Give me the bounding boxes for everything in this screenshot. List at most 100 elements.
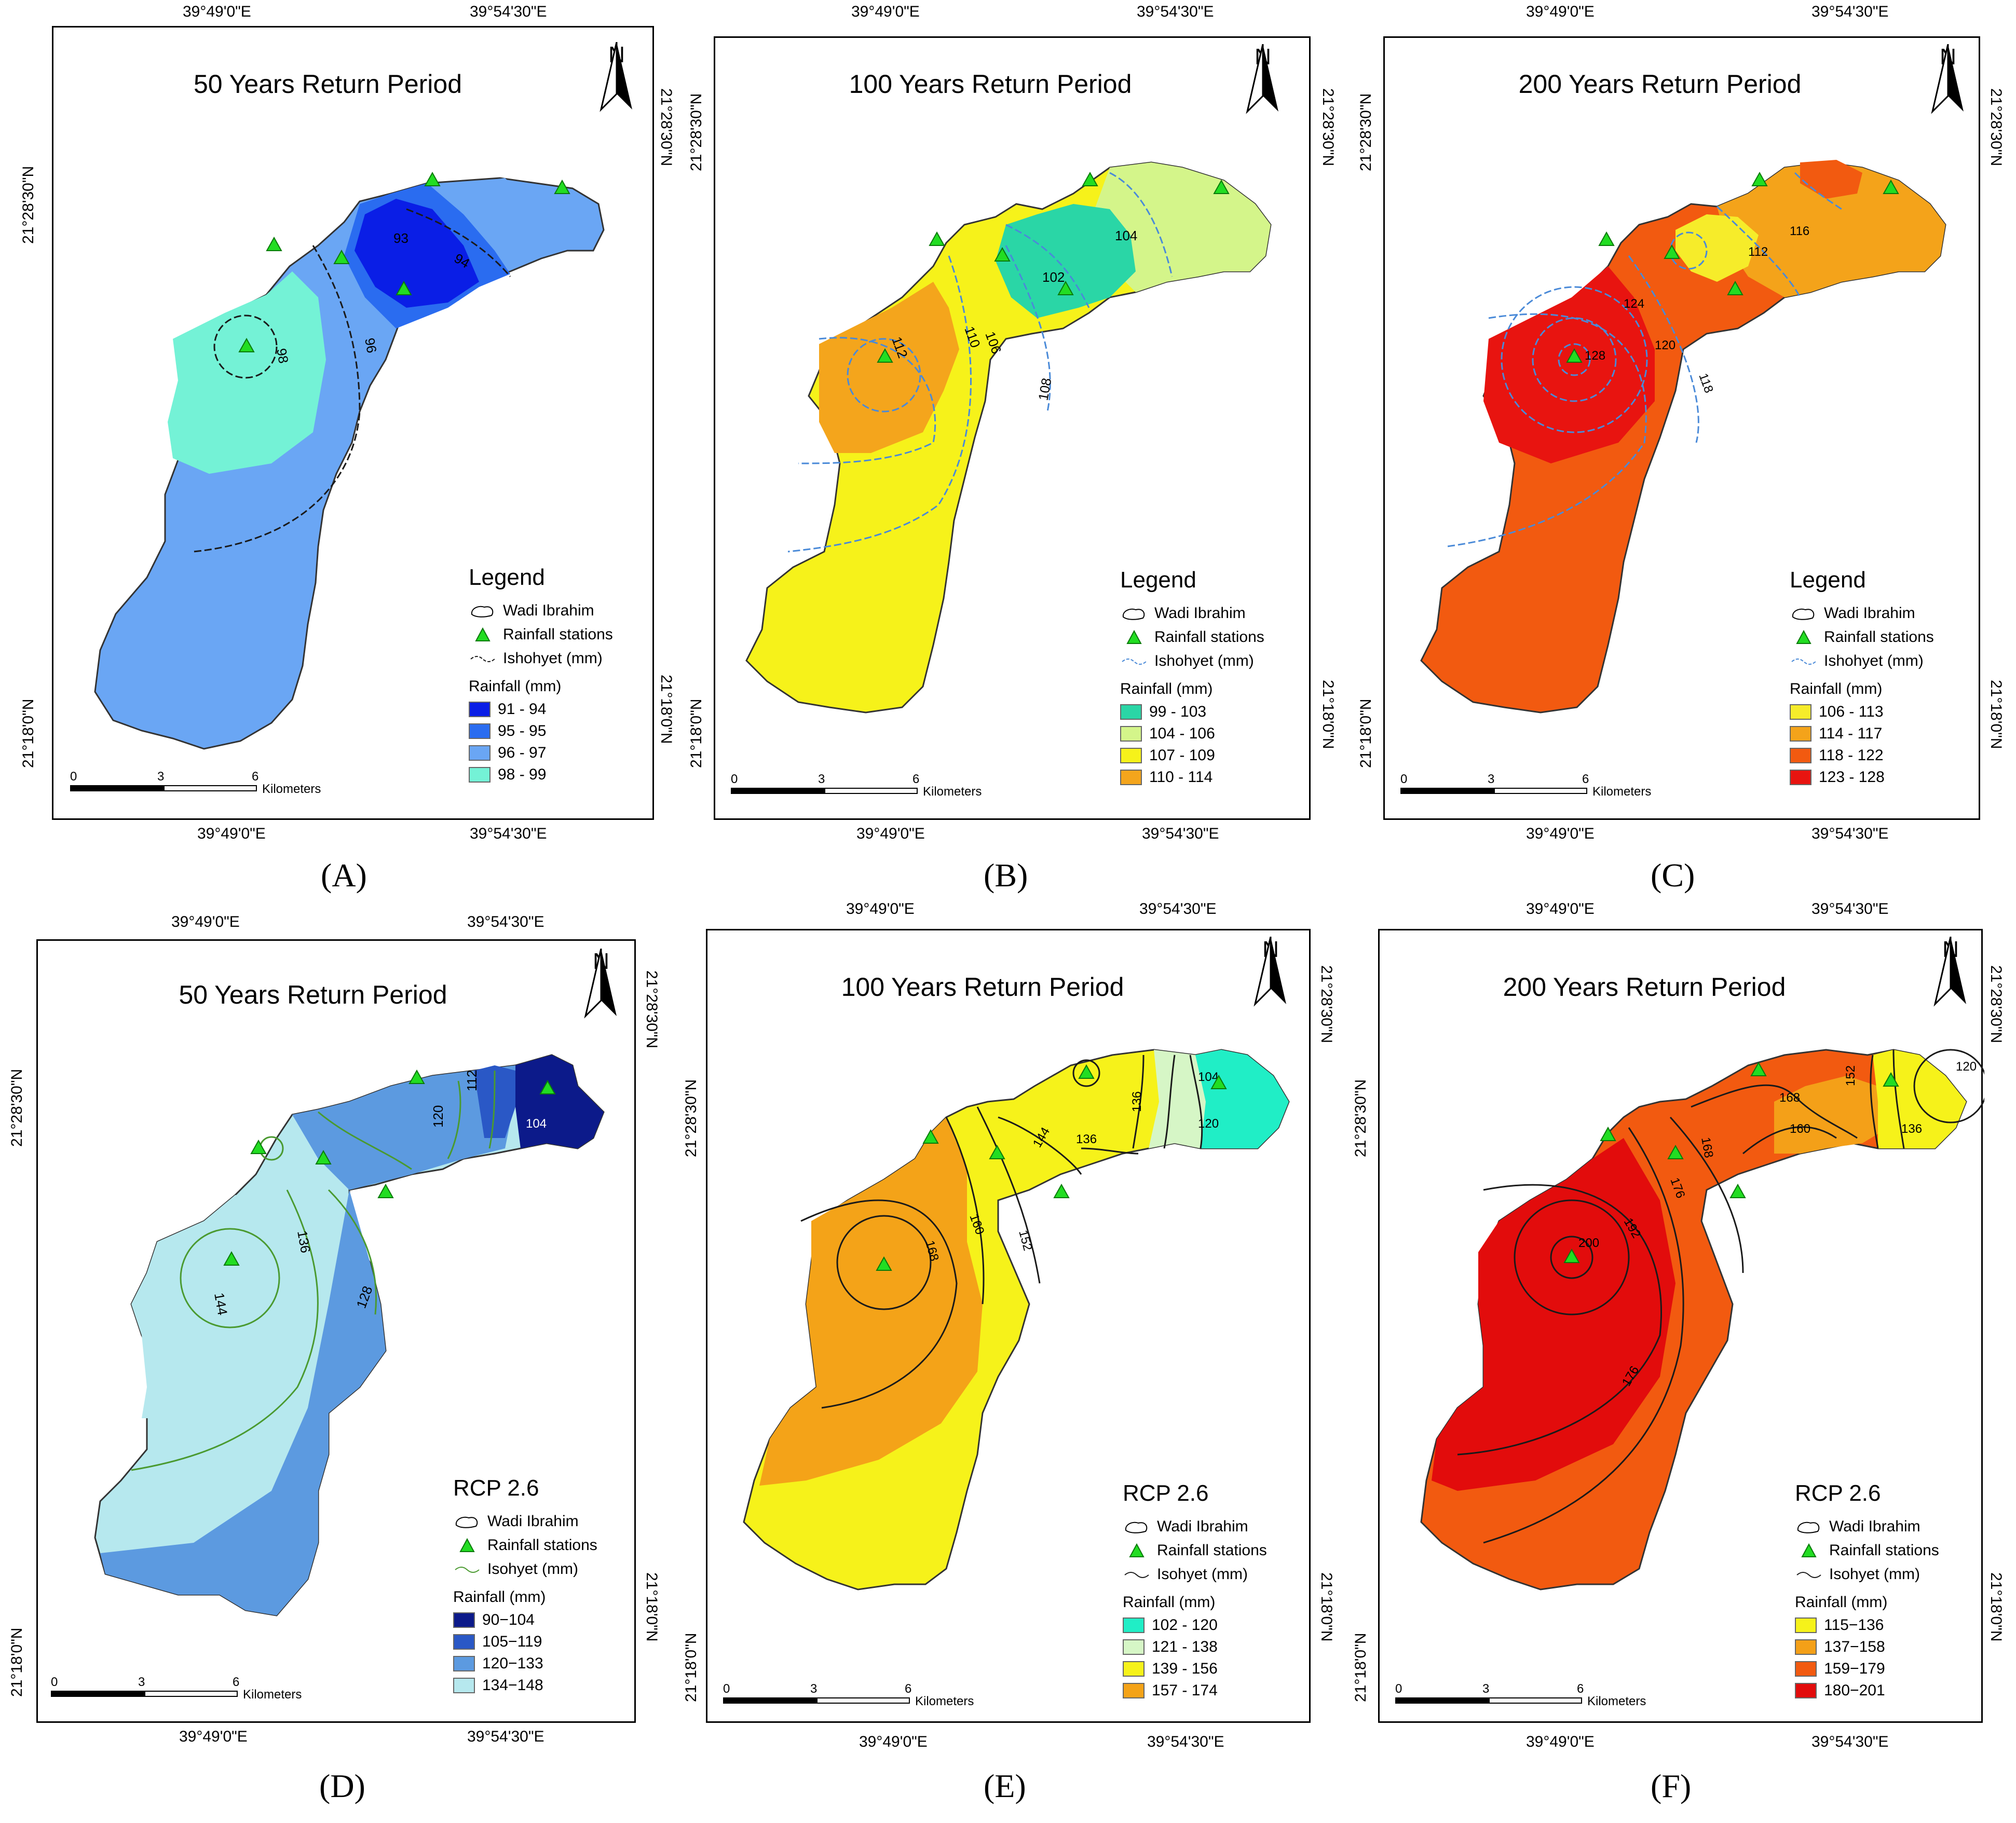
lon-label-right: 39°54'30"E [1811, 825, 1889, 842]
class-swatch [469, 767, 491, 783]
station-marker [1213, 179, 1230, 194]
class-swatch [453, 1656, 475, 1671]
station-marker [876, 1256, 892, 1271]
rainfall-title: Rainfall (mm) [1795, 1594, 1888, 1611]
scale-unit: Kilometers [923, 785, 982, 799]
class-swatch [453, 1678, 475, 1693]
isohyet-line [1870, 1054, 1879, 1149]
isohyet-line [1628, 255, 1699, 443]
legend-item: Rainfall stations [1157, 1542, 1267, 1559]
class-label: 95 - 95 [498, 722, 547, 739]
class-label: 114 - 117 [1819, 725, 1883, 742]
green-triangle-icon [1123, 1543, 1151, 1558]
zone-low [1676, 214, 1759, 282]
green-triangle-icon [469, 627, 497, 642]
isohyet-line [1447, 313, 1647, 547]
lat-label-bottom-left: 21°18'0"N [20, 698, 37, 768]
map-legend: RCP 2.6 Wadi Ibrahim Rainfall stations I… [1123, 1481, 1267, 1702]
map-legend: Legend Wadi Ibrahim Rainfall stations Is… [1120, 567, 1264, 788]
scale-tick: 6 [1577, 1682, 1584, 1696]
green-triangle-icon [453, 1538, 481, 1553]
station-marker [1729, 1183, 1746, 1198]
class-label: 118 - 122 [1819, 747, 1884, 764]
lon-label-right: 39°54'30"E [1811, 900, 1889, 917]
isohyet-label: 160 [1790, 1122, 1810, 1136]
outline-shape-icon [469, 603, 497, 619]
isohyet-line [1005, 224, 1090, 308]
isohyet-label: 120 [1198, 1117, 1219, 1131]
isohyet-label: 98 [274, 347, 292, 365]
lon-label-left: 39°49'0"E [846, 900, 915, 917]
station-marker [250, 1139, 267, 1154]
class-label: 107 - 109 [1149, 747, 1215, 764]
lat-label-bottom-left: 21°18'0"N [1352, 1633, 1369, 1702]
lon-label-left: 39°49'0"E [859, 1733, 928, 1750]
station-marker [333, 249, 350, 264]
map-frame: 144 136 128 120 112 104 50 Years Return … [36, 939, 636, 1723]
scale-tick: 0 [1395, 1682, 1402, 1696]
north-arrow-icon: N [578, 949, 624, 1047]
scale-tick: 3 [138, 1675, 145, 1689]
scale-unit: Kilometers [262, 782, 321, 796]
isohyet-line [1550, 1236, 1593, 1279]
lat-label-top-left: 21°28'30"N [8, 1068, 25, 1147]
lon-label-right: 39°54'30"E [470, 825, 547, 842]
rainfall-title: Rainfall (mm) [469, 678, 562, 695]
rainfall-title: Rainfall (mm) [453, 1588, 546, 1606]
isohyet-label: 120 [1655, 338, 1676, 352]
panel-label: (D) [319, 1767, 365, 1804]
scale-tick: 6 [912, 772, 920, 786]
panel-title: 100 Years Return Period [849, 70, 1132, 99]
isohyet-label: 152 [1016, 1229, 1034, 1253]
legend-item: Rainfall stations [503, 626, 613, 643]
scale-bar: 0 3 6 Kilometers [51, 1675, 321, 1706]
class-label: 104 - 106 [1149, 725, 1215, 742]
legend-item: Wadi Ibrahim [1824, 605, 1915, 622]
isohyet-line [1081, 1147, 1139, 1155]
station-marker [1600, 1126, 1616, 1141]
station-marker [396, 280, 412, 295]
zone-mid [1089, 162, 1271, 292]
scale-tick: 0 [731, 772, 738, 786]
legend-title: RCP 2.6 [1123, 1481, 1209, 1506]
class-label: 120−133 [482, 1655, 543, 1672]
station-marker [1566, 348, 1583, 363]
zone-low [515, 1055, 604, 1148]
isohyet-label: 118 [1696, 372, 1715, 395]
zone-high [131, 1190, 318, 1418]
station-marker [539, 1079, 556, 1094]
class-label: 180−201 [1824, 1682, 1885, 1699]
legend-item: Wadi Ibrahim [1829, 1518, 1920, 1535]
class-label: 139 - 156 [1152, 1660, 1218, 1677]
panel-title: 100 Years Return Period [841, 972, 1124, 1002]
green-triangle-icon [1795, 1543, 1823, 1558]
station-marker [877, 348, 893, 363]
legend-item: Isohyet (mm) [1157, 1566, 1248, 1583]
panel-label: (A) [321, 857, 367, 894]
lat-label-bottom-right: 21°18'0"N [1318, 1572, 1335, 1642]
station-marker [1053, 1183, 1070, 1198]
isohyet-label: 136 [1130, 1091, 1144, 1112]
isohyet-label: 116 [1790, 224, 1809, 238]
lat-label-top-right: 21°28'30"N [1319, 88, 1337, 167]
lat-label-bottom-left: 21°18'0"N [8, 1627, 25, 1697]
class-swatch [1120, 748, 1142, 763]
scale-tick: 0 [723, 1682, 730, 1696]
lon-label-right: 39°54'30"E [467, 1728, 544, 1745]
map-legend: RCP 2.6 Wadi Ibrahim Rainfall stations I… [453, 1475, 597, 1696]
outline-shape-icon [453, 1514, 481, 1529]
isohyet-label: 136 [294, 1229, 314, 1254]
class-label: 106 - 113 [1819, 703, 1884, 720]
isohyet-line [1742, 1126, 1837, 1155]
lat-label-bottom-left: 21°18'0"N [683, 1633, 700, 1702]
isohyet-label: 136 [1901, 1122, 1922, 1136]
panel-title: 200 Years Return Period [1518, 70, 1802, 99]
lat-label-bottom-right: 21°18'0"N [1987, 680, 2005, 749]
isohyet-line [1005, 245, 1051, 412]
isohyet-line [1913, 1049, 1984, 1123]
station-marker [1727, 280, 1743, 295]
station-marker [408, 1069, 425, 1084]
scale-tick: 3 [818, 772, 825, 786]
isohyet-line [800, 1199, 958, 1409]
lat-label-bottom-left: 21°18'0"N [688, 698, 705, 768]
